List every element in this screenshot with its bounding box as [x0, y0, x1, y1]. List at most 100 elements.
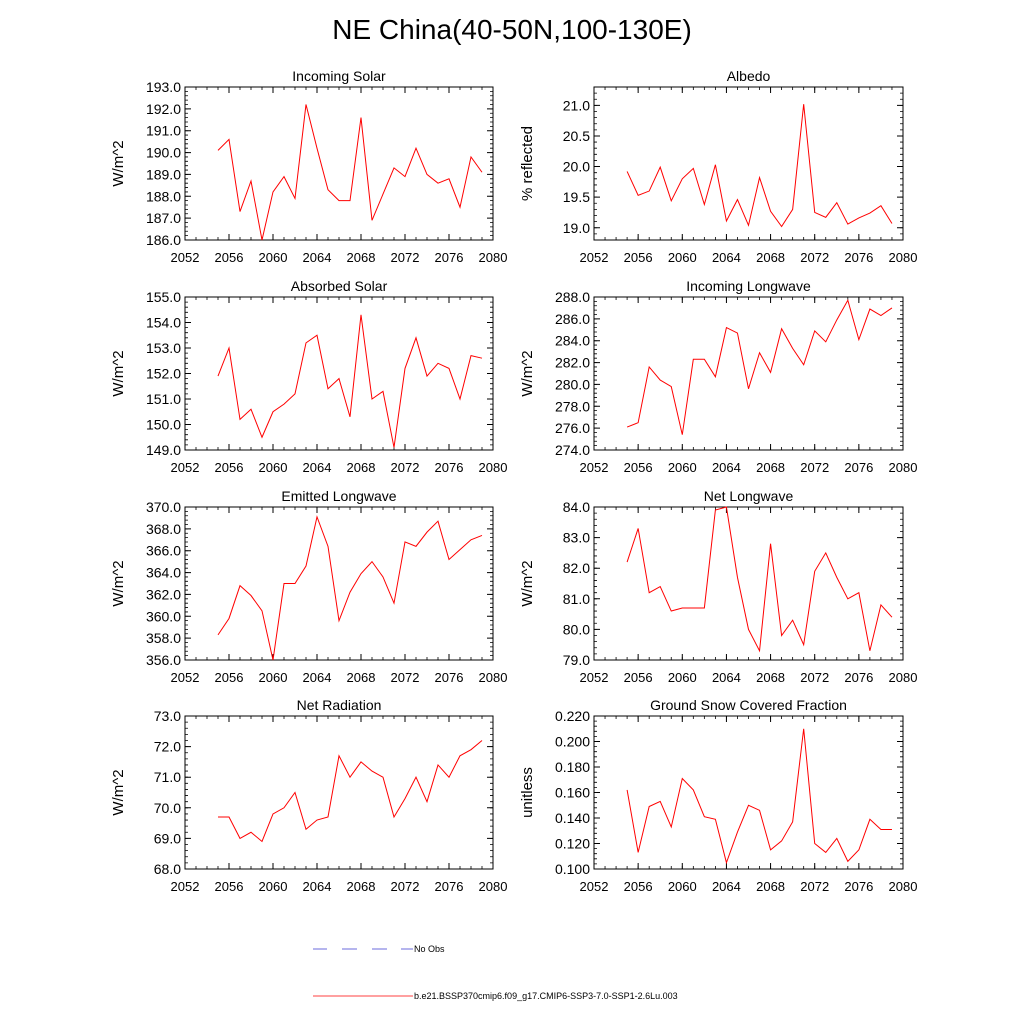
data-point [371, 219, 374, 222]
y-tick-label: 71.0 [154, 769, 181, 785]
data-point [327, 545, 330, 548]
data-point [659, 379, 662, 382]
data-point [360, 572, 363, 575]
data-point [294, 392, 297, 395]
data-point [802, 363, 805, 366]
minor-ticks [184, 506, 494, 661]
x-tick-label: 2076 [435, 879, 464, 894]
data-point [813, 570, 816, 573]
x-tick-label: 2068 [347, 879, 376, 894]
data-point [316, 819, 319, 822]
y-tick-label: 284.0 [555, 333, 590, 349]
data-point [415, 776, 418, 779]
data-point [692, 167, 695, 170]
panel-7: Net Radiation W/m^2 2052 2056 2060 2064 2068 20… [110, 697, 507, 894]
x-tick-label: 2052 [171, 460, 200, 475]
y-tick-label: 83.0 [563, 530, 590, 546]
data-point [415, 336, 418, 339]
data-point [415, 545, 418, 548]
data-point [349, 776, 352, 779]
data-point [857, 216, 860, 219]
data-point [802, 103, 805, 106]
data-point [692, 788, 695, 791]
y-tick-label: 72.0 [154, 739, 181, 755]
data-point [846, 299, 849, 302]
data-point [327, 815, 330, 818]
data-point [239, 837, 242, 840]
y-tick-label: 186.0 [146, 232, 181, 248]
data-point [857, 591, 860, 594]
y-tick-label: 151.0 [146, 391, 181, 407]
minor-ticks [593, 506, 904, 661]
data-point [294, 582, 297, 585]
data-point [879, 828, 882, 831]
data-point [813, 211, 816, 214]
x-tick-label: 2072 [391, 879, 420, 894]
data-point [272, 812, 275, 815]
data-point [459, 548, 462, 551]
minor-ticks [184, 296, 494, 451]
x-tick-label: 2068 [756, 670, 785, 685]
y-tick-label: 364.0 [146, 565, 181, 581]
data-point [228, 138, 231, 141]
y-tick-label: 362.0 [146, 586, 181, 602]
data-point [791, 820, 794, 823]
data-point [725, 220, 728, 223]
data-point [283, 806, 286, 809]
figure-title: NE China(40-50N,100-130E) [332, 14, 692, 45]
series-line [626, 104, 893, 228]
y-tick-label: 68.0 [154, 861, 181, 877]
data-point [747, 804, 750, 807]
panel-title: Net Radiation [297, 697, 382, 713]
x-tick-label: 2080 [889, 670, 918, 685]
y-tick-label: 370.0 [146, 499, 181, 515]
data-point [437, 520, 440, 523]
data-point [338, 619, 341, 622]
data-point [327, 188, 330, 191]
y-axis-label: W/m^2 [110, 350, 127, 396]
data-point [835, 318, 838, 321]
data-point [294, 791, 297, 794]
x-tick-label: 2056 [215, 250, 244, 265]
data-point [725, 861, 728, 864]
x-tick-label: 2060 [259, 250, 288, 265]
x-tick-label: 2056 [624, 250, 653, 265]
y-tick-label: 153.0 [146, 340, 181, 356]
y-tick-label: 79.0 [563, 652, 590, 668]
panel-2: Albedo % reflected 2052 2056 2060 2064 2068 207… [519, 68, 917, 265]
data-point [824, 340, 827, 343]
data-point [371, 398, 374, 401]
data-point [868, 308, 871, 311]
data-point [769, 848, 772, 851]
data-point [261, 840, 264, 843]
series-line [626, 298, 893, 435]
data-point [736, 576, 739, 579]
data-point [736, 332, 739, 335]
x-tick-label: 2072 [800, 670, 829, 685]
data-point [305, 103, 308, 106]
data-point [670, 610, 673, 613]
data-point [725, 506, 728, 509]
data-point [283, 582, 286, 585]
data-point [371, 560, 374, 563]
data-point [703, 358, 706, 361]
data-point [714, 509, 717, 512]
data-point [758, 649, 761, 652]
x-tick-label: 2072 [800, 879, 829, 894]
data-point [393, 815, 396, 818]
series-line [626, 728, 892, 865]
y-tick-label: 280.0 [555, 376, 590, 392]
x-tick-label: 2076 [435, 250, 464, 265]
data-point [879, 314, 882, 317]
panel-title: Emitted Longwave [281, 488, 396, 504]
x-tick-label: 2072 [391, 670, 420, 685]
panel-title: Net Longwave [704, 488, 794, 504]
y-tick-label: 155.0 [146, 289, 181, 305]
data-point [890, 222, 893, 225]
data-point [404, 367, 407, 370]
data-point [470, 354, 473, 357]
data-point [448, 367, 451, 370]
panel-8: Ground Snow Covered Fraction unitless 2052… [519, 697, 917, 894]
x-tick-label: 2060 [668, 250, 697, 265]
data-point [824, 851, 827, 854]
